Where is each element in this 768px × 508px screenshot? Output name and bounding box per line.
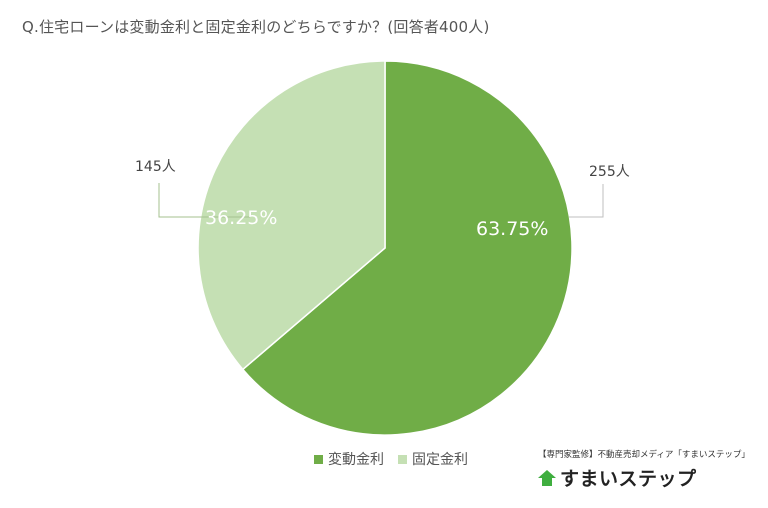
percent-label-variable: 63.75%	[476, 218, 548, 240]
brand-logo: すまいステップ	[538, 464, 750, 491]
legend-swatch-fixed	[398, 454, 407, 464]
legend-item-variable: 変動金利	[314, 449, 384, 469]
brand-block: 【専門家監修】不動産売却メディア「すまいステップ」 すまいステップ	[538, 448, 750, 491]
pie-slice-fixed-rate	[197, 60, 386, 371]
house-icon	[538, 469, 556, 486]
leader-line-variable	[569, 184, 604, 218]
legend-label-variable: 変動金利	[328, 452, 384, 468]
pie-slice-variable-rate	[241, 60, 573, 436]
chart-title: Q.住宅ローンは変動金利と固定金利のどちらですか？(回答者400人)	[22, 18, 490, 36]
legend-item-fixed: 固定金利	[398, 449, 468, 469]
legend-swatch-variable	[314, 454, 323, 464]
brand-subtitle: 【専門家監修】不動産売却メディア「すまいステップ」	[538, 450, 750, 460]
count-label-fixed: 145人	[135, 159, 176, 175]
leader-line-fixed	[158, 183, 250, 218]
percent-label-fixed: 36.25%	[205, 207, 277, 229]
count-label-variable: 255人	[589, 164, 630, 180]
chart-legend: 変動金利 固定金利	[314, 449, 482, 469]
legend-label-fixed: 固定金利	[412, 452, 468, 468]
brand-name: すまいステップ	[560, 468, 697, 490]
